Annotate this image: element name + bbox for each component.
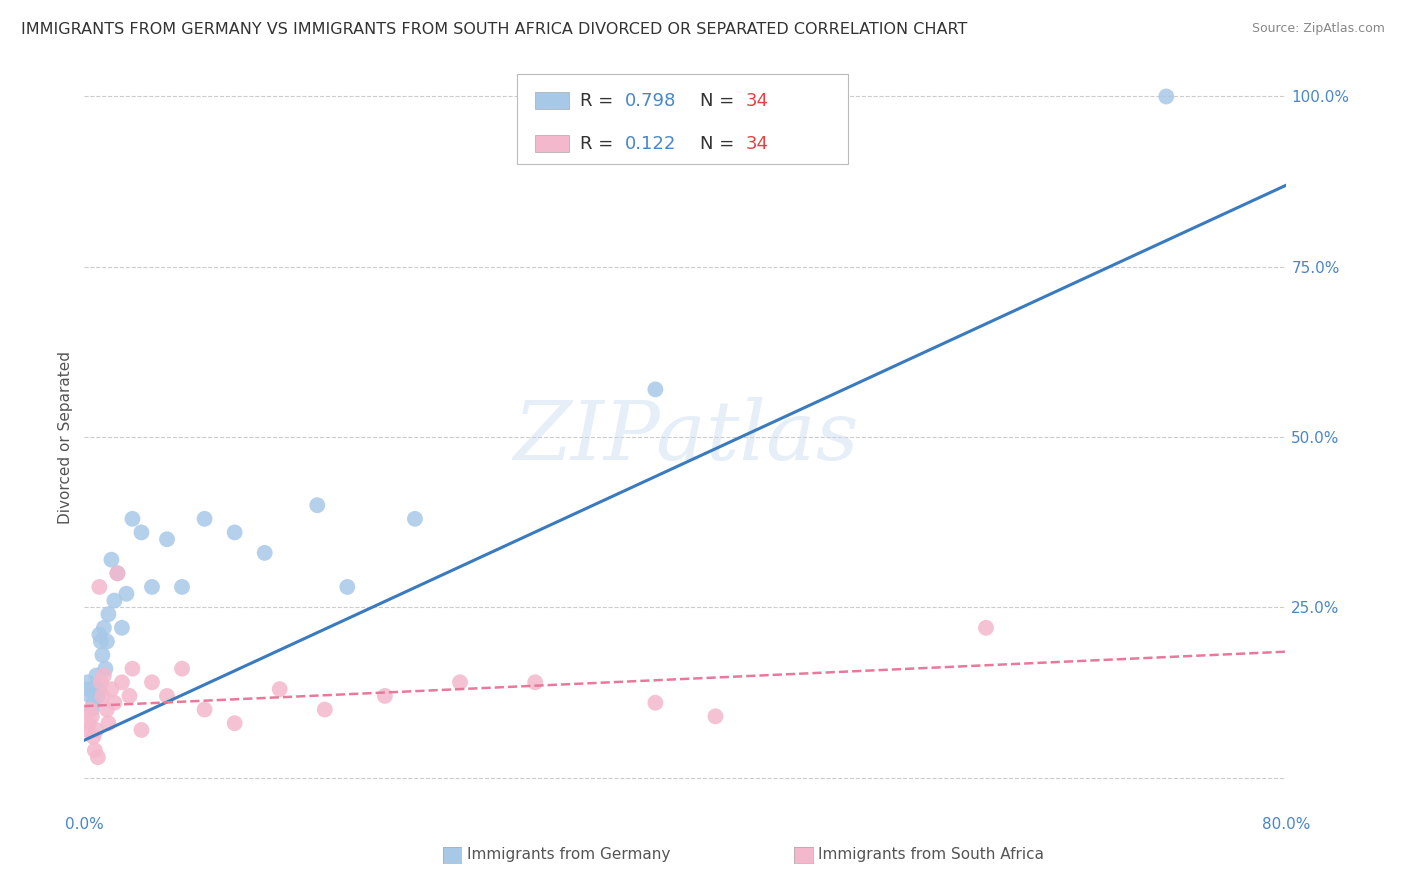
Point [307,498,329,512]
Text: 34: 34 [745,92,769,110]
Text: 34: 34 [745,135,769,153]
Point [1156,89,1178,103]
Y-axis label: Divorced or Separated: Divorced or Separated [58,351,73,524]
Point [90,634,112,648]
Text: N =: N = [700,135,740,153]
Point [82,730,104,744]
Point [314,702,336,716]
Point [141,580,163,594]
Point [86,723,108,737]
Text: ZIPatlas: ZIPatlas [513,397,858,477]
Point [194,702,217,716]
Point [449,675,471,690]
Point [91,689,114,703]
Point [76,675,98,690]
FancyBboxPatch shape [536,136,569,153]
Point [111,621,134,635]
Point [93,621,115,635]
Point [77,682,100,697]
Point [107,566,129,581]
Point [89,682,111,697]
Point [141,675,163,690]
Text: Source: ZipAtlas.com: Source: ZipAtlas.com [1251,22,1385,36]
Point [86,668,108,682]
Point [96,634,118,648]
Point [89,580,111,594]
Text: Immigrants from South Africa: Immigrants from South Africa [818,847,1045,862]
Point [121,662,143,676]
Point [253,546,276,560]
Point [79,689,101,703]
Point [224,525,246,540]
Point [170,662,193,676]
Point [115,587,138,601]
Point [82,696,104,710]
Text: R =: R = [579,92,619,110]
Point [80,702,103,716]
Point [644,696,666,710]
FancyBboxPatch shape [517,74,848,163]
Point [80,709,103,723]
Point [103,696,125,710]
Point [644,383,666,397]
Text: 0.798: 0.798 [626,92,676,110]
Point [121,512,143,526]
Point [131,525,153,540]
Text: Immigrants from Germany: Immigrants from Germany [467,847,671,862]
Point [156,689,179,703]
Point [103,593,125,607]
Point [76,723,98,737]
Point [83,743,105,757]
Point [90,675,112,690]
Point [704,709,727,723]
Point [118,689,141,703]
Point [89,627,111,641]
Point [94,662,117,676]
Text: R =: R = [579,135,619,153]
Text: IMMIGRANTS FROM GERMANY VS IMMIGRANTS FROM SOUTH AFRICA DIVORCED OR SEPARATED CO: IMMIGRANTS FROM GERMANY VS IMMIGRANTS FR… [21,22,967,37]
Point [974,621,997,635]
Point [100,682,122,697]
Point [374,689,396,703]
Text: N =: N = [700,92,740,110]
Point [131,723,153,737]
Point [96,702,118,716]
Point [79,702,101,716]
Point [77,716,100,731]
FancyBboxPatch shape [536,92,569,109]
Point [97,607,120,622]
Point [156,533,179,547]
Point [269,682,291,697]
Point [107,566,129,581]
Point [93,668,115,682]
Point [100,552,122,566]
Point [224,716,246,731]
Point [111,675,134,690]
Point [194,512,217,526]
Point [336,580,359,594]
Point [404,512,426,526]
Point [170,580,193,594]
Point [87,750,110,764]
Point [91,648,114,662]
Point [97,716,120,731]
Point [524,675,547,690]
Point [83,682,105,697]
Point [87,689,110,703]
Text: 0.122: 0.122 [626,135,676,153]
